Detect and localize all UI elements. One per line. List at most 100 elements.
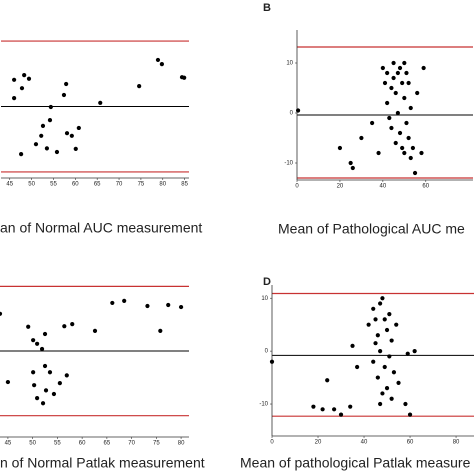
point [33, 142, 39, 147]
point [393, 90, 398, 96]
point [320, 407, 325, 412]
x-tick-label: 45 [6, 182, 13, 188]
point [35, 341, 40, 346]
panel-label: B [263, 2, 271, 14]
point [48, 104, 53, 110]
x-axis-label: an of Normal AUC measurement [0, 220, 202, 236]
x-tick-label: 40 [361, 440, 368, 446]
point [348, 160, 353, 166]
point [384, 386, 390, 391]
point [348, 404, 353, 409]
point [412, 170, 418, 176]
point [166, 302, 171, 308]
x-tick-label: 50 [28, 182, 35, 188]
x-tick-label: 55 [50, 182, 57, 188]
point [76, 125, 81, 131]
point [378, 401, 383, 407]
point [404, 70, 409, 76]
point [44, 146, 50, 151]
point [380, 65, 385, 71]
point [403, 401, 408, 407]
x-tick-label: 40 [380, 184, 387, 190]
point [391, 75, 396, 81]
point [26, 324, 31, 329]
point [179, 75, 185, 80]
point [350, 165, 355, 171]
point [337, 145, 343, 151]
point [378, 301, 383, 306]
point [51, 391, 57, 397]
point [62, 324, 67, 329]
point [384, 327, 390, 333]
point [57, 381, 62, 386]
x-tick-label: 20 [337, 184, 344, 190]
point [373, 317, 378, 322]
point [40, 123, 46, 128]
x-tick-label: 60 [72, 182, 79, 188]
point [64, 373, 69, 378]
point [158, 328, 163, 333]
point [387, 354, 392, 359]
x-tick-label: 60 [422, 184, 429, 190]
point [332, 407, 337, 412]
point [380, 296, 385, 301]
point [391, 60, 396, 66]
point [406, 80, 411, 86]
x-axis-label: n of Normal Patlak measurement [0, 455, 205, 471]
x-tick-label: 75 [138, 182, 145, 188]
point [389, 396, 394, 401]
point [402, 150, 407, 156]
point [400, 80, 405, 86]
point [396, 380, 401, 385]
point [12, 96, 17, 101]
point [385, 70, 390, 76]
point [404, 120, 409, 126]
point [371, 306, 376, 311]
point [405, 351, 410, 356]
x-tick-label: 70 [128, 441, 135, 447]
point [412, 349, 417, 354]
point [159, 62, 164, 67]
point [42, 331, 48, 337]
point [47, 118, 53, 123]
point [387, 115, 392, 121]
x-tick-label: 80 [159, 182, 166, 188]
point [376, 150, 381, 156]
point [137, 83, 142, 89]
point [395, 70, 400, 76]
point [178, 304, 184, 310]
point [70, 322, 75, 327]
point [338, 412, 344, 417]
point [54, 149, 60, 155]
point [42, 363, 48, 369]
point [371, 359, 376, 364]
point [375, 333, 380, 338]
point [325, 378, 330, 383]
point [389, 85, 394, 91]
x-tick-label: 0 [295, 184, 299, 190]
y-tick-label: -10 [284, 161, 293, 167]
point [421, 65, 426, 71]
point [47, 370, 53, 375]
point [64, 131, 70, 136]
y-tick-label: 10 [261, 296, 268, 302]
point [397, 130, 403, 136]
point [387, 311, 392, 317]
point [5, 379, 11, 385]
point [395, 110, 400, 116]
point [122, 298, 127, 303]
point [39, 346, 45, 352]
point [269, 359, 275, 364]
point [350, 343, 355, 348]
point [61, 92, 67, 98]
x-tick-label: 70 [116, 182, 123, 188]
point [410, 145, 416, 151]
point [382, 317, 387, 322]
point [355, 364, 360, 370]
point [408, 105, 413, 111]
point [26, 76, 32, 81]
point [370, 120, 375, 126]
point [419, 150, 424, 156]
point [43, 388, 49, 393]
